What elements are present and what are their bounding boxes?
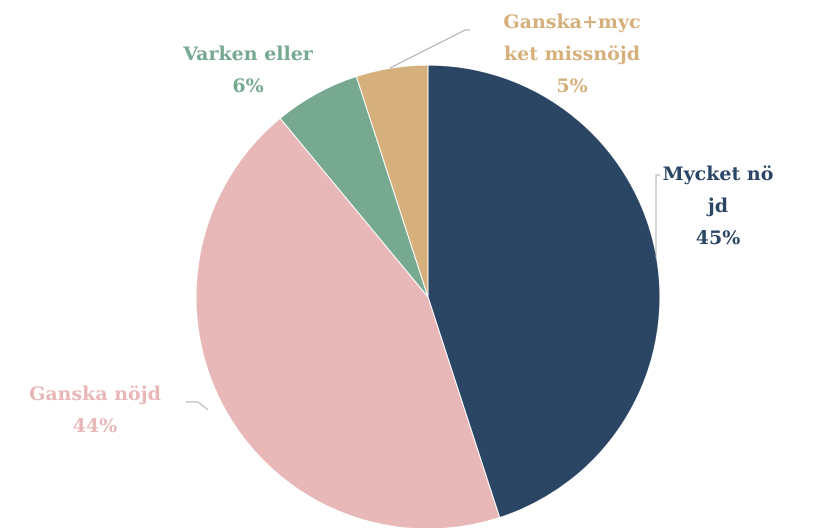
pie-slice [355,64,429,298]
pie-slice [195,117,501,528]
slice-label: Mycket nöjd 45% [661,158,775,254]
pie-slice [427,64,661,519]
slice-label: Varken eller 6% [183,38,313,102]
slice-label: Ganska nöjd 44% [29,378,161,442]
slice-label: Ganska+mycket missnöjd 5% [497,6,647,102]
leader-line [389,29,470,69]
value-label: 44% [72,415,118,437]
category-label: Varken eller [183,43,313,65]
value-label: 45% [695,227,741,249]
value-label: 6% [232,75,264,97]
category-label: Ganska nöjd [29,383,161,405]
category-label: Ganska+mycket missnöjd [503,11,641,65]
value-label: 5% [556,75,588,97]
leader-line [186,401,209,411]
slices [195,64,661,528]
category-label: Mycket nöjd [662,163,774,217]
leader-line [655,174,660,258]
